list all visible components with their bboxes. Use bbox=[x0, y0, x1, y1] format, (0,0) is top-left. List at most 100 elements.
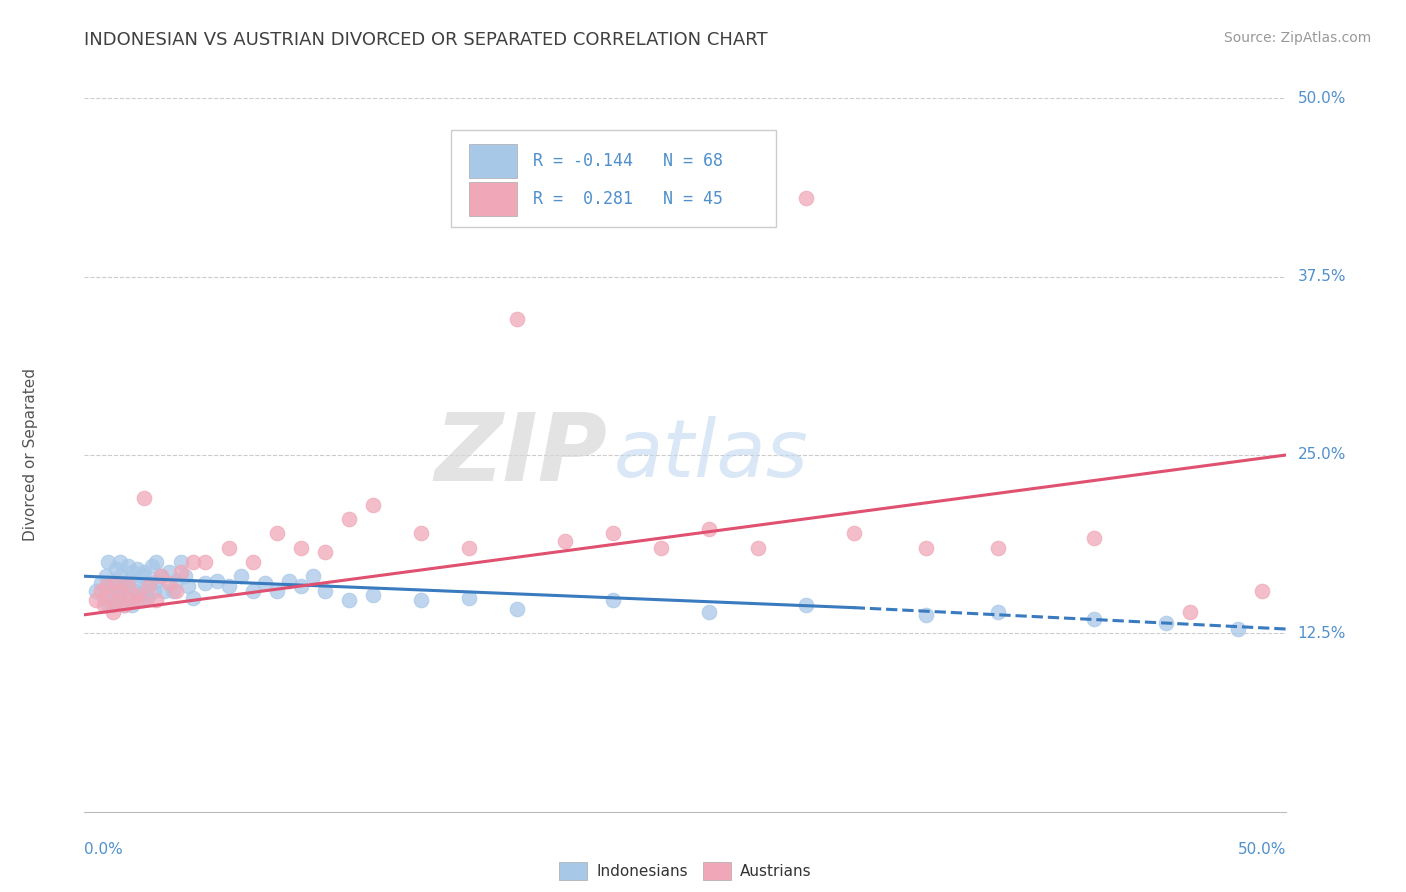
Point bbox=[650, 541, 672, 555]
Point bbox=[90, 576, 112, 591]
Point bbox=[174, 569, 197, 583]
Point bbox=[266, 526, 288, 541]
Point bbox=[987, 605, 1010, 619]
Point bbox=[361, 588, 384, 602]
Point bbox=[138, 579, 160, 593]
Point bbox=[97, 591, 120, 605]
Point bbox=[150, 569, 173, 583]
Point bbox=[104, 562, 127, 576]
Point bbox=[242, 583, 264, 598]
Text: 25.0%: 25.0% bbox=[1298, 448, 1346, 462]
Point bbox=[103, 605, 125, 619]
Point bbox=[794, 598, 817, 612]
Text: 50.0%: 50.0% bbox=[1298, 91, 1346, 105]
Point bbox=[277, 574, 299, 588]
Point bbox=[194, 576, 217, 591]
Point bbox=[97, 598, 120, 612]
Point bbox=[181, 591, 204, 605]
Legend: Indonesians, Austrians: Indonesians, Austrians bbox=[554, 856, 817, 886]
Point bbox=[1083, 531, 1105, 545]
Point bbox=[127, 576, 149, 591]
Point bbox=[165, 583, 187, 598]
Point bbox=[915, 541, 938, 555]
Point bbox=[97, 576, 120, 591]
Point bbox=[114, 598, 136, 612]
Point bbox=[110, 583, 132, 598]
Point bbox=[143, 583, 166, 598]
Point bbox=[290, 579, 312, 593]
Point bbox=[337, 593, 360, 607]
Point bbox=[86, 583, 108, 598]
Point bbox=[290, 541, 312, 555]
Point bbox=[128, 593, 150, 607]
Point bbox=[602, 593, 624, 607]
Point bbox=[506, 602, 529, 616]
Point bbox=[337, 512, 360, 526]
Point bbox=[602, 526, 624, 541]
Point bbox=[506, 312, 529, 326]
Point bbox=[90, 583, 112, 598]
Point bbox=[301, 569, 323, 583]
Point bbox=[229, 569, 252, 583]
Point bbox=[134, 583, 156, 598]
Point bbox=[1156, 616, 1178, 631]
Point bbox=[253, 576, 276, 591]
Text: R = -0.144   N = 68: R = -0.144 N = 68 bbox=[533, 152, 723, 169]
Text: INDONESIAN VS AUSTRIAN DIVORCED OR SEPARATED CORRELATION CHART: INDONESIAN VS AUSTRIAN DIVORCED OR SEPAR… bbox=[84, 31, 768, 49]
Point bbox=[121, 565, 143, 579]
Point bbox=[150, 569, 173, 583]
Text: atlas: atlas bbox=[613, 416, 808, 494]
Point bbox=[107, 591, 129, 605]
Point bbox=[117, 574, 139, 588]
Point bbox=[121, 598, 143, 612]
Point bbox=[314, 583, 336, 598]
Point bbox=[218, 579, 240, 593]
Point bbox=[554, 533, 576, 548]
Point bbox=[94, 579, 117, 593]
Point bbox=[117, 579, 139, 593]
Point bbox=[104, 576, 127, 591]
Point bbox=[699, 522, 721, 536]
Point bbox=[242, 555, 264, 569]
Point bbox=[97, 555, 120, 569]
Point bbox=[165, 574, 187, 588]
Point bbox=[205, 574, 228, 588]
Point bbox=[114, 579, 136, 593]
Point bbox=[127, 588, 149, 602]
Point bbox=[124, 583, 146, 598]
FancyBboxPatch shape bbox=[470, 144, 517, 178]
Point bbox=[747, 541, 769, 555]
Point bbox=[409, 593, 432, 607]
Point bbox=[110, 555, 132, 569]
Point bbox=[145, 593, 167, 607]
Point bbox=[361, 498, 384, 512]
Point bbox=[134, 565, 156, 579]
Point bbox=[177, 579, 200, 593]
Point bbox=[915, 607, 938, 622]
Point bbox=[93, 591, 115, 605]
Text: 0.0%: 0.0% bbox=[84, 842, 124, 857]
FancyBboxPatch shape bbox=[470, 182, 517, 216]
Text: R =  0.281   N = 45: R = 0.281 N = 45 bbox=[533, 191, 723, 209]
Point bbox=[987, 541, 1010, 555]
Point bbox=[127, 562, 149, 576]
Point bbox=[699, 605, 721, 619]
FancyBboxPatch shape bbox=[451, 130, 776, 227]
Point bbox=[1180, 605, 1202, 619]
Point bbox=[103, 598, 125, 612]
Point bbox=[145, 574, 167, 588]
Point bbox=[152, 583, 174, 598]
Point bbox=[138, 576, 160, 591]
Point bbox=[93, 598, 115, 612]
Point bbox=[1227, 622, 1250, 636]
Point bbox=[794, 191, 817, 205]
Point bbox=[194, 555, 217, 569]
Point bbox=[169, 555, 191, 569]
Point bbox=[145, 555, 167, 569]
Point bbox=[141, 559, 163, 574]
Point bbox=[110, 583, 132, 598]
Point bbox=[134, 491, 156, 505]
Point bbox=[162, 583, 184, 598]
Point bbox=[107, 593, 129, 607]
Point bbox=[1251, 583, 1274, 598]
